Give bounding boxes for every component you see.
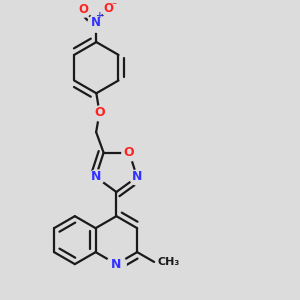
Text: O: O [78,3,88,16]
Text: N: N [111,258,122,271]
Text: O: O [103,2,113,15]
Text: ⁻: ⁻ [111,1,116,11]
Text: O: O [124,146,134,159]
Text: N: N [91,16,101,29]
Text: O: O [94,106,105,119]
Text: N: N [132,170,142,184]
Text: CH₃: CH₃ [158,257,180,267]
Text: N: N [91,170,101,184]
Text: +: + [96,11,103,20]
